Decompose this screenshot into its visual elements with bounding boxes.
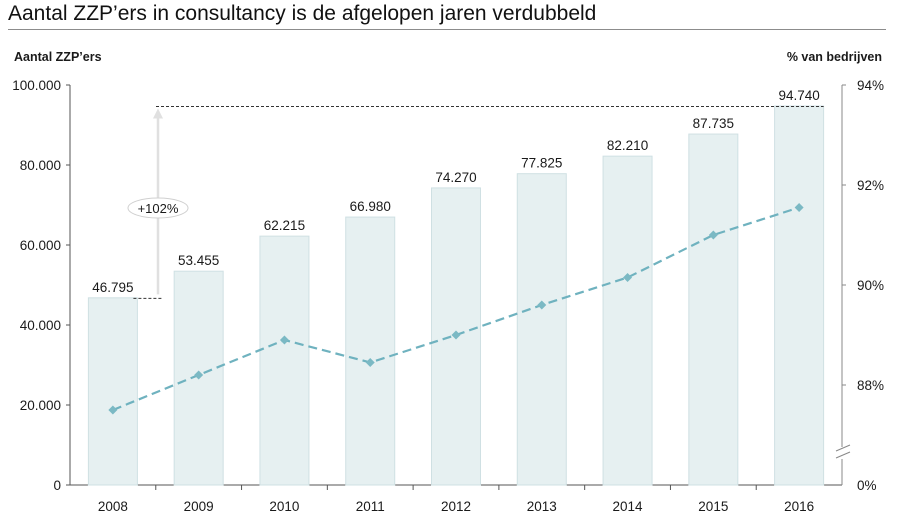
line-marker-2016 [794,203,804,212]
right-tick-label: 92% [857,178,884,193]
bar-2010 [259,235,310,486]
line-marker-2013 [537,300,547,310]
x-tick-label: 2013 [527,499,557,514]
bar-data-label-2009: 53.455 [178,253,219,268]
left-axis-title: Aantal ZZP’ers [14,50,102,64]
bar-data-label-2013: 77.825 [521,156,562,171]
right-tick-label: 88% [857,378,884,393]
x-tick-label: 2010 [269,499,299,514]
title-divider [8,29,886,30]
x-tick-label: 2014 [613,499,644,514]
axis-break-mark [835,451,851,459]
right-tick-label: 94% [857,78,884,93]
chart-title: Aantal ZZP’ers in consultancy is de afge… [8,2,597,25]
bar-data-label-2008: 46.795 [92,280,133,295]
line-marker-2012 [451,330,461,340]
bar-data-label-2014: 82.210 [607,138,648,153]
bar-2008 [87,297,138,486]
x-tick-label: 2015 [698,499,728,514]
x-tick-label: 2011 [356,499,385,514]
x-tick-label: 2009 [184,499,214,514]
axis-break-mark [835,444,851,452]
left-tick-label: 40.000 [20,318,61,333]
right-axis-title: % van bedrijven [786,50,882,64]
line-marker-2009 [194,370,204,380]
bar-data-label-2016: 94.740 [778,88,819,103]
bar-2014 [602,155,653,486]
bar-2013 [516,173,567,486]
annotation-arrow-head [153,108,163,119]
annotation-label: +102% [138,201,179,216]
bar-2015 [688,133,739,486]
right-tick-label: 0% [857,478,877,493]
line-marker-2010 [279,335,289,345]
line-marker-2014 [623,273,633,282]
left-tick-label: 20.000 [20,398,61,413]
line-marker-2008 [108,405,118,415]
left-tick-label: 80.000 [20,158,61,173]
bar-data-label-2015: 87.735 [693,116,734,131]
left-tick-label: 60.000 [20,238,61,253]
line-marker-2011 [365,358,375,367]
right-tick-label: 90% [857,278,884,293]
left-tick-label: 0 [53,478,61,493]
bar-data-label-2012: 74.270 [435,170,476,185]
line-marker-2015 [708,230,718,240]
left-tick-label: 100.000 [12,78,61,93]
bar-data-label-2010: 62.215 [264,218,305,233]
x-tick-label: 2016 [784,499,814,514]
bar-data-label-2011: 66.980 [350,199,391,214]
bar-2011 [345,216,396,486]
x-tick-label: 2012 [441,499,471,514]
x-tick-label: 2008 [98,499,128,514]
bar-2016 [774,105,825,486]
annotation-label-bubble [127,197,189,219]
